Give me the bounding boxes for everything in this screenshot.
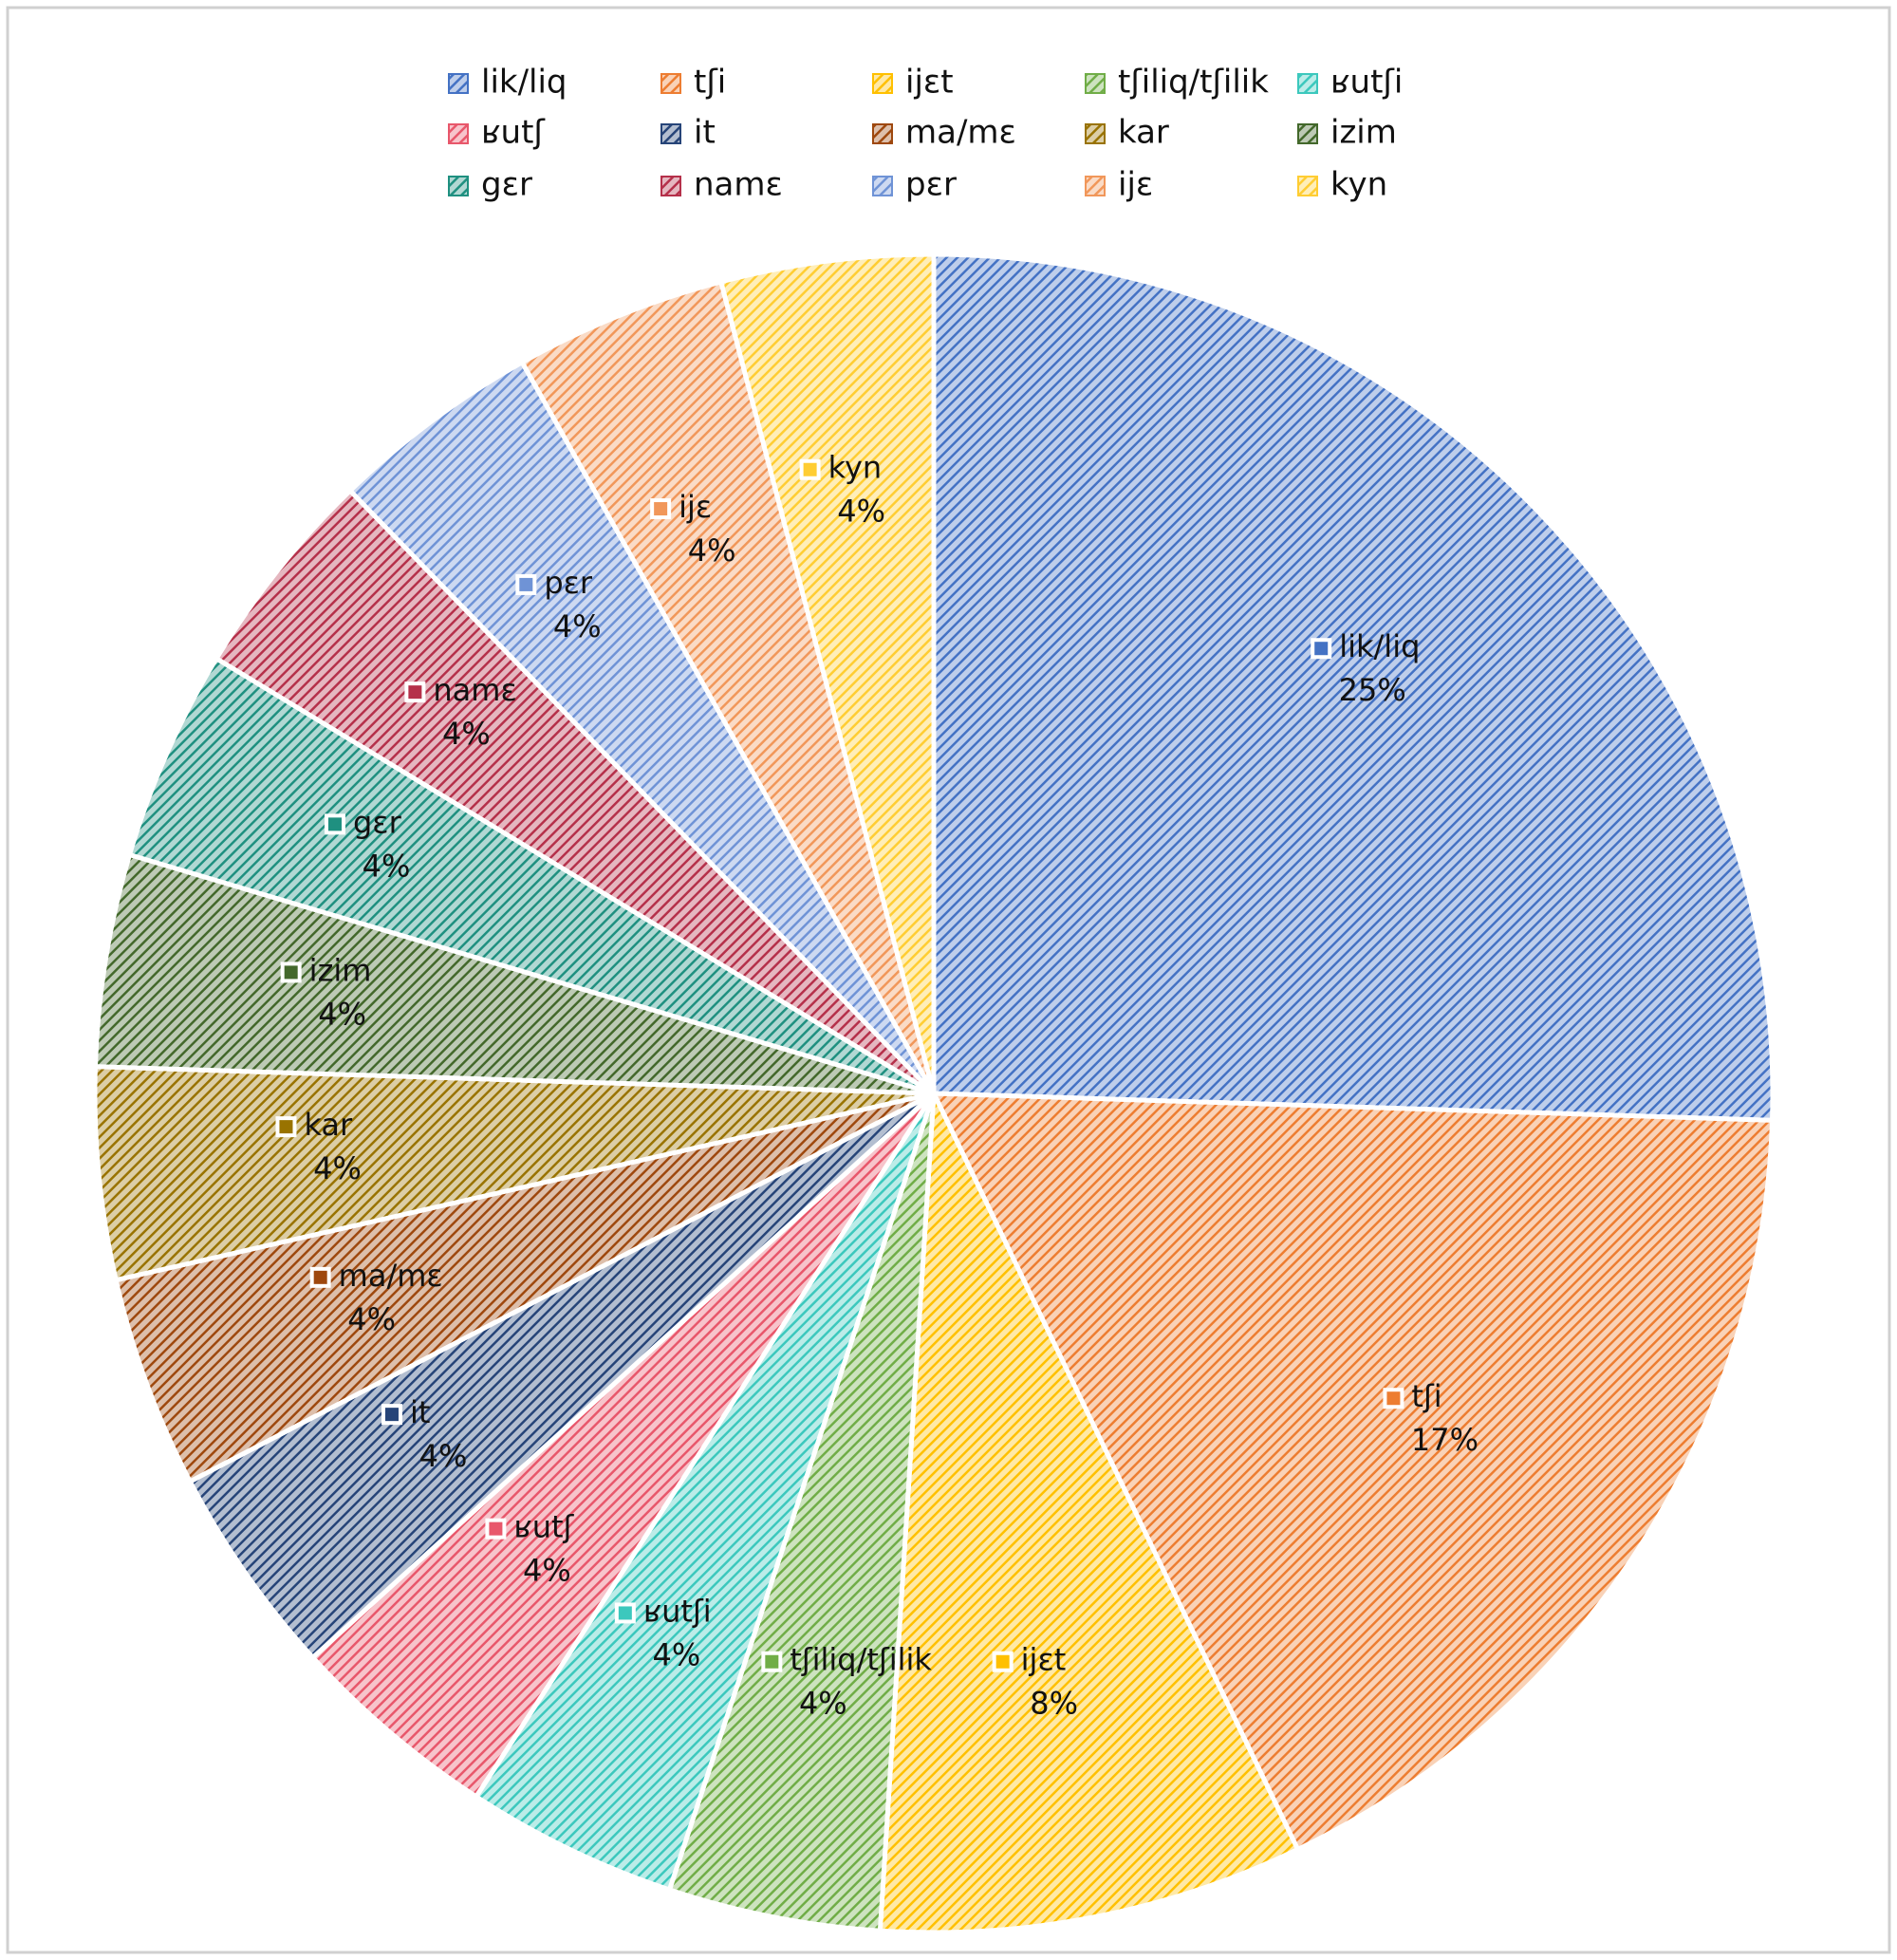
legend-label: it xyxy=(694,114,716,152)
legend-swatch xyxy=(660,176,681,196)
data-label-value: 4% xyxy=(442,716,491,752)
legend-swatch xyxy=(448,73,469,94)
data-label-value: 4% xyxy=(799,1686,847,1722)
legend-swatch xyxy=(1085,123,1106,144)
data-label-value: 4% xyxy=(652,1636,700,1672)
label-marker xyxy=(275,1116,297,1138)
data-label-name: lik/liq xyxy=(1339,628,1420,664)
pie-slice xyxy=(666,1092,937,1933)
legend-swatch xyxy=(1297,123,1318,144)
data-label-name: izim xyxy=(309,952,372,988)
pie-slice xyxy=(717,252,937,1094)
data-label-value: 4% xyxy=(837,494,885,530)
pie-slice xyxy=(931,252,1776,1123)
label-marker xyxy=(1383,1388,1404,1409)
data-label-value: 4% xyxy=(419,1438,468,1474)
label-marker xyxy=(992,1651,1014,1672)
data-label-value: 4% xyxy=(318,996,366,1032)
legend-label: ʁutʃ xyxy=(481,114,546,152)
label-marker xyxy=(280,961,302,983)
label-marker xyxy=(614,1602,636,1624)
pie-slice xyxy=(877,1084,1301,1935)
legend-label: gɛr xyxy=(481,166,532,204)
data-label-name: pɛr xyxy=(544,565,593,601)
pie-slice xyxy=(346,359,937,1095)
legend-label: namɛ xyxy=(694,166,783,204)
data-label-value: 17% xyxy=(1411,1422,1479,1458)
legend-swatch xyxy=(1297,73,1318,94)
pie-slice xyxy=(126,655,936,1096)
legend-label: tʃi xyxy=(694,64,726,102)
pie-slice xyxy=(186,1091,936,1661)
label-marker xyxy=(515,573,537,595)
legend-swatch xyxy=(872,176,893,196)
label-marker xyxy=(324,813,345,835)
data-label-name: namɛ xyxy=(433,672,516,708)
legend-label: tʃiliq/tʃilik xyxy=(1118,64,1269,102)
data-label-value: 4% xyxy=(363,848,411,884)
legend-label: kyn xyxy=(1330,166,1387,204)
data-label-value: 4% xyxy=(523,1553,571,1589)
label-marker xyxy=(381,1404,402,1426)
label-marker xyxy=(799,458,821,480)
legend-swatch xyxy=(872,123,893,144)
data-label-name: tʃiliq/tʃilik xyxy=(790,1642,932,1678)
pie-slice xyxy=(929,1091,1776,1853)
data-label-value: 25% xyxy=(1339,672,1406,708)
label-marker xyxy=(404,681,426,703)
label-marker xyxy=(309,1266,331,1288)
legend-label: ijɛ xyxy=(1118,166,1153,204)
pie-slice xyxy=(213,487,936,1096)
data-label-value: 4% xyxy=(688,532,736,569)
data-label-name: ʁutʃi xyxy=(643,1593,712,1629)
legend-label: ma/mɛ xyxy=(905,114,1016,152)
legend-swatch xyxy=(1085,176,1106,196)
legend-swatch xyxy=(448,123,469,144)
legend-label: ʁutʃi xyxy=(1330,64,1403,102)
label-marker xyxy=(650,498,672,520)
pie-slice xyxy=(113,1091,936,1485)
legend-label: kar xyxy=(1118,114,1169,152)
label-marker xyxy=(485,1518,507,1540)
data-label-name: kar xyxy=(304,1107,353,1143)
data-label-value: 8% xyxy=(1030,1686,1078,1722)
legend-label: izim xyxy=(1330,114,1397,152)
data-label-value: 4% xyxy=(553,608,602,644)
data-label-name: tʃi xyxy=(1411,1378,1441,1414)
legend-swatch xyxy=(872,73,893,94)
legend-label: ijɛt xyxy=(905,64,954,102)
legend-swatch xyxy=(1085,73,1106,94)
pie-slice xyxy=(309,1092,937,1801)
legend-label: lik/liq xyxy=(481,64,567,102)
label-marker xyxy=(1311,638,1332,660)
legend-swatch xyxy=(660,123,681,144)
legend-swatch xyxy=(1297,176,1318,196)
data-label-name: gɛr xyxy=(353,804,402,840)
legend-swatch xyxy=(448,176,469,196)
data-label-name: ma/mɛ xyxy=(339,1258,443,1294)
data-label-value: 4% xyxy=(313,1150,362,1186)
data-label-name: ʁutʃ xyxy=(513,1509,574,1545)
pie-slice xyxy=(473,1092,937,1894)
pie-slice xyxy=(92,851,935,1096)
pie-slice xyxy=(92,1064,935,1283)
data-label-name: kyn xyxy=(828,450,883,486)
legend-swatch xyxy=(660,73,681,94)
pie-slice xyxy=(518,278,937,1095)
data-label-value: 4% xyxy=(347,1301,396,1337)
label-marker xyxy=(761,1651,783,1672)
data-label-name: it xyxy=(410,1394,430,1430)
legend-label: pɛr xyxy=(905,166,957,204)
data-label-name: ijɛt xyxy=(1021,1642,1067,1678)
data-label-name: ijɛ xyxy=(679,489,712,525)
